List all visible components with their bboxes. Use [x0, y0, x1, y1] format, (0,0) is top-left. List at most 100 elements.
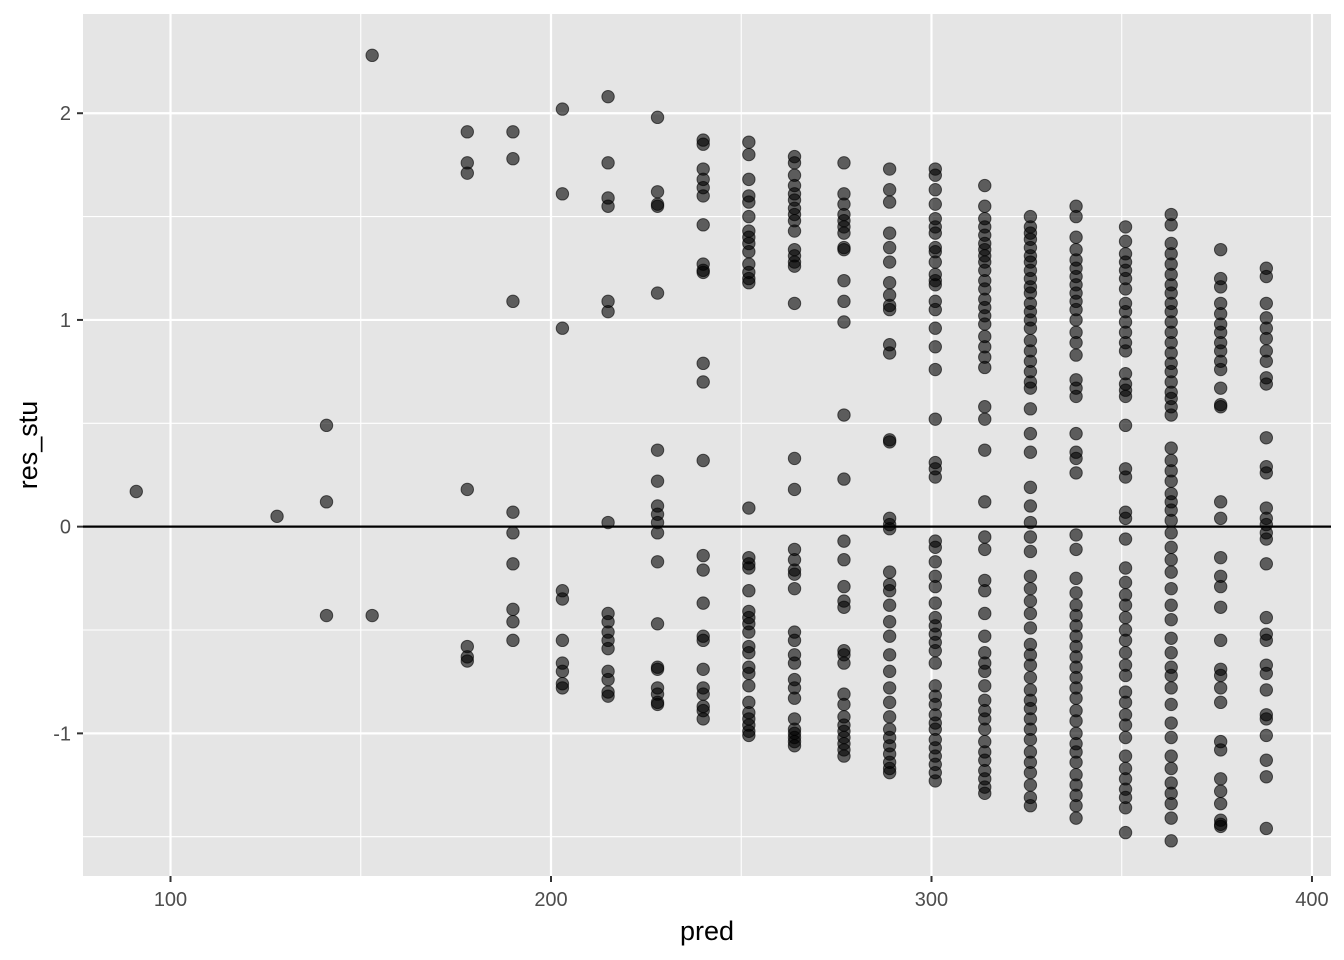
data-point [1259, 610, 1274, 625]
data-point [742, 276, 756, 290]
y-tick-label: 2 [60, 103, 71, 125]
data-point [978, 584, 992, 598]
data-point [978, 530, 992, 544]
data-point [1259, 770, 1274, 784]
data-point [1164, 749, 1178, 763]
data-point [1023, 581, 1038, 596]
data-point [1164, 565, 1178, 579]
data-point [1023, 765, 1038, 780]
data-point [978, 664, 992, 679]
data-point [1118, 668, 1133, 683]
data-point [601, 199, 615, 213]
data-point [1164, 761, 1178, 776]
data-point [882, 565, 897, 579]
data-point [1259, 377, 1274, 391]
data-point [978, 400, 992, 414]
data-point [1164, 631, 1178, 645]
data-point [650, 555, 665, 569]
data-point [1118, 610, 1133, 625]
data-point [1118, 730, 1133, 745]
data-point [742, 172, 756, 187]
data-point [506, 152, 520, 166]
data-point [650, 199, 665, 213]
data-point [1259, 431, 1274, 445]
data-point [1213, 600, 1228, 614]
data-point [650, 286, 665, 300]
data-point [882, 276, 897, 290]
data-point [928, 302, 942, 317]
data-point [696, 563, 710, 577]
data-point [928, 579, 942, 594]
data-point [601, 689, 615, 703]
data-point [837, 579, 851, 594]
data-point [1213, 772, 1228, 786]
data-point [1069, 348, 1083, 362]
data-point [742, 679, 756, 693]
data-point [1118, 646, 1133, 660]
data-point [978, 606, 992, 621]
data-point [787, 656, 802, 670]
data-point [837, 749, 851, 763]
data-point [601, 672, 615, 687]
data-point [1069, 209, 1083, 224]
data-point [1118, 282, 1133, 296]
data-point [742, 584, 756, 598]
data-point [601, 515, 615, 530]
data-point [928, 470, 942, 484]
data-point [837, 656, 851, 670]
data-point [1069, 691, 1083, 705]
data-point [928, 183, 942, 197]
data-point [978, 317, 992, 331]
data-point [555, 102, 570, 116]
data-point [555, 187, 570, 201]
data-point [787, 451, 802, 466]
data-point [978, 443, 992, 457]
y-axis-ticks: -1 0 1 2 [53, 103, 83, 745]
data-point [1213, 362, 1228, 377]
data-point [555, 633, 570, 648]
data-point [1259, 666, 1274, 681]
data-point [1259, 331, 1274, 346]
data-point [1118, 718, 1133, 732]
data-point [506, 526, 520, 540]
data-point [742, 561, 756, 575]
data-point [1118, 695, 1133, 710]
data-point [978, 178, 992, 193]
data-point [650, 110, 665, 125]
data-point [601, 641, 615, 656]
data-point [696, 218, 710, 232]
data-point [1213, 633, 1228, 648]
data-point [978, 199, 992, 213]
data-point [1118, 220, 1133, 234]
x-tick-label: 200 [534, 889, 567, 911]
data-point [837, 242, 851, 257]
data-point [506, 633, 520, 648]
data-point [270, 509, 284, 524]
data-point [555, 664, 570, 679]
data-point [1023, 778, 1038, 792]
data-point [787, 691, 802, 705]
data-point [882, 648, 897, 662]
data-point [882, 584, 897, 598]
data-point [1069, 426, 1083, 441]
data-point [1069, 571, 1083, 586]
data-point [978, 412, 992, 426]
data-point [787, 482, 802, 497]
data-point [928, 168, 942, 182]
data-point [555, 681, 570, 695]
data-point [1259, 296, 1274, 311]
data-point [1213, 681, 1228, 695]
x-tick-label: 100 [154, 889, 187, 911]
data-point [1069, 528, 1083, 542]
data-point [1164, 581, 1178, 596]
data-point [696, 265, 710, 280]
data-point [787, 259, 802, 273]
data-point [1118, 801, 1133, 815]
data-point [1069, 466, 1083, 480]
data-point [1023, 381, 1038, 395]
data-point [928, 226, 942, 240]
data-point [882, 346, 897, 360]
data-point [696, 375, 710, 389]
data-point [837, 534, 851, 548]
data-point [787, 296, 802, 311]
